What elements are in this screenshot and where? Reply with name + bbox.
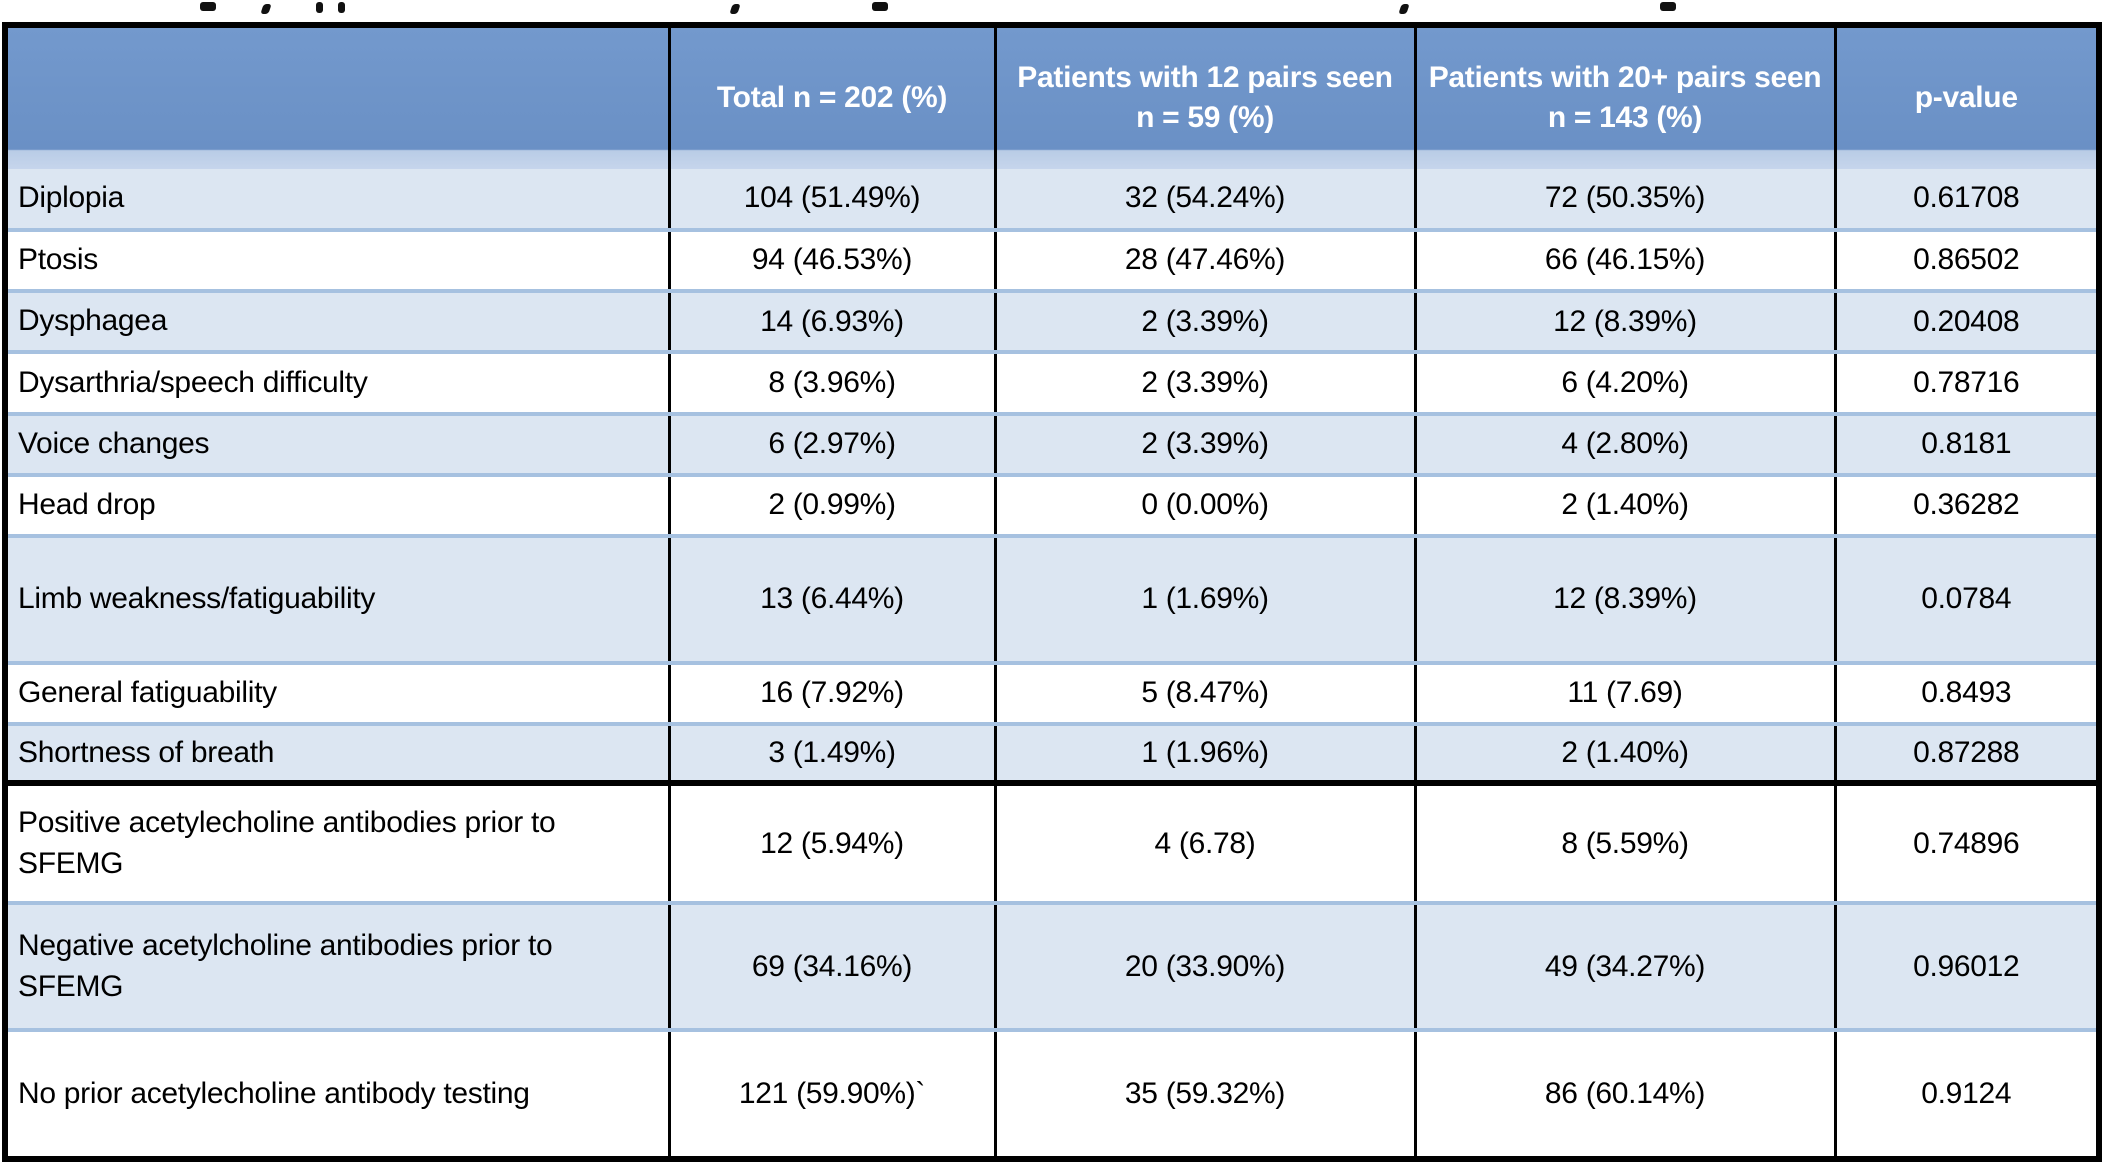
pvalue-cell: 0.9124 [1833, 1028, 2101, 1159]
total-cell: 6 (2.97%) [667, 411, 997, 475]
pvalue-cell: 0.8493 [1833, 660, 2101, 724]
row-label-cell: No prior acetylecholine antibody testing [3, 1028, 671, 1159]
table-row: Voice changes 6 (2.97%) 2 (3.39%) 4 (2.8… [3, 411, 2101, 475]
pairs20-cell: 12 (8.39%) [1413, 289, 1837, 353]
header-total-cell: Total n = 202 (%) [667, 25, 997, 169]
pvalue-cell: 0.96012 [1833, 901, 2101, 1031]
pvalue-cell: 0.78716 [1833, 350, 2101, 414]
row-label-cell: Limb weakness/fatiguability [3, 534, 671, 663]
pairs12-cell: 28 (47.46%) [993, 227, 1417, 292]
total-cell: 3 (1.49%) [667, 721, 997, 784]
table-row: Positive acetylecholine antibodies prior… [3, 780, 2101, 904]
table-row: Diplopia 104 (51.49%) 32 (54.24%) 72 (50… [3, 168, 2101, 230]
pvalue-cell: 0.8181 [1833, 411, 2101, 475]
table-row: Shortness of breath 3 (1.49%) 1 (1.96%) … [3, 721, 2101, 784]
pairs12-cell: 20 (33.90%) [993, 901, 1417, 1031]
header-blank-cell [3, 25, 671, 169]
total-cell: 121 (59.90%)` [667, 1028, 997, 1159]
row-label-cell: Dysarthria/speech difficulty [3, 350, 671, 414]
total-cell: 8 (3.96%) [667, 350, 997, 414]
table-row: Negative acetylcholine antibodies prior … [3, 901, 2101, 1031]
table-row: Ptosis 94 (46.53%) 28 (47.46%) 66 (46.15… [3, 227, 2101, 292]
pairs12-cell: 32 (54.24%) [993, 168, 1417, 230]
total-cell: 13 (6.44%) [667, 534, 997, 663]
pvalue-cell: 0.74896 [1833, 780, 2101, 904]
total-cell: 69 (34.16%) [667, 901, 997, 1031]
pairs12-cell: 2 (3.39%) [993, 350, 1417, 414]
row-label-cell: Dysphagea [3, 289, 671, 353]
pvalue-cell: 0.86502 [1833, 227, 2101, 292]
row-label-cell: Positive acetylecholine antibodies prior… [3, 780, 671, 904]
total-cell: 104 (51.49%) [667, 168, 997, 230]
table-row: Head drop 2 (0.99%) 0 (0.00%) 2 (1.40%) … [3, 472, 2101, 536]
pairs20-cell: 2 (1.40%) [1413, 472, 1837, 536]
row-label-cell: Diplopia [3, 168, 671, 230]
pvalue-cell: 0.0784 [1833, 534, 2101, 663]
truncated-title-fragment [0, 0, 2104, 22]
pairs12-cell: 4 (6.78) [993, 780, 1417, 904]
header-12pairs-cell: Patients with 12 pairs seen n = 59 (%) [993, 25, 1417, 169]
total-cell: 2 (0.99%) [667, 472, 997, 536]
pairs20-cell: 86 (60.14%) [1413, 1028, 1837, 1159]
table-row: Dysarthria/speech difficulty 8 (3.96%) 2… [3, 350, 2101, 414]
pairs20-cell: 49 (34.27%) [1413, 901, 1837, 1031]
table-row: General fatiguability 16 (7.92%) 5 (8.47… [3, 660, 2101, 724]
total-cell: 12 (5.94%) [667, 780, 997, 904]
pairs20-cell: 4 (2.80%) [1413, 411, 1837, 475]
pairs12-cell: 35 (59.32%) [993, 1028, 1417, 1159]
row-label-cell: Head drop [3, 472, 671, 536]
pvalue-cell: 0.87288 [1833, 721, 2101, 784]
pairs12-cell: 0 (0.00%) [993, 472, 1417, 536]
row-label-cell: Negative acetylcholine antibodies prior … [3, 901, 671, 1031]
pairs20-cell: 66 (46.15%) [1413, 227, 1837, 292]
pairs20-cell: 2 (1.40%) [1413, 721, 1837, 784]
row-label-cell: Shortness of breath [3, 721, 671, 784]
pairs20-cell: 6 (4.20%) [1413, 350, 1837, 414]
total-cell: 14 (6.93%) [667, 289, 997, 353]
pairs12-cell: 1 (1.69%) [993, 534, 1417, 663]
total-cell: 94 (46.53%) [667, 227, 997, 292]
header-pvalue-cell: p-value [1833, 25, 2101, 169]
pairs20-cell: 11 (7.69) [1413, 660, 1837, 724]
pairs20-cell: 72 (50.35%) [1413, 168, 1837, 230]
row-label-cell: Ptosis [3, 227, 671, 292]
table-row: Dysphagea 14 (6.93%) 2 (3.39%) 12 (8.39%… [3, 289, 2101, 353]
pairs12-cell: 1 (1.96%) [993, 721, 1417, 784]
row-label-cell: Voice changes [3, 411, 671, 475]
pvalue-cell: 0.36282 [1833, 472, 2101, 536]
pvalue-cell: 0.20408 [1833, 289, 2101, 353]
pairs20-cell: 12 (8.39%) [1413, 534, 1837, 663]
pvalue-cell: 0.61708 [1833, 168, 2101, 230]
pairs12-cell: 2 (3.39%) [993, 411, 1417, 475]
pairs12-cell: 2 (3.39%) [993, 289, 1417, 353]
table-row: Limb weakness/fatiguability 13 (6.44%) 1… [3, 534, 2101, 663]
total-cell: 16 (7.92%) [667, 660, 997, 724]
row-label-cell: General fatiguability [3, 660, 671, 724]
pairs12-cell: 5 (8.47%) [993, 660, 1417, 724]
header-row: Total n = 202 (%) Patients with 12 pairs… [3, 25, 2101, 169]
table-row: No prior acetylecholine antibody testing… [3, 1028, 2101, 1159]
symptoms-frequency-table: Total n = 202 (%) Patients with 12 pairs… [2, 22, 2102, 1162]
pairs20-cell: 8 (5.59%) [1413, 780, 1837, 904]
header-20pairs-cell: Patients with 20+ pairs seen n = 143 (%) [1413, 25, 1837, 169]
